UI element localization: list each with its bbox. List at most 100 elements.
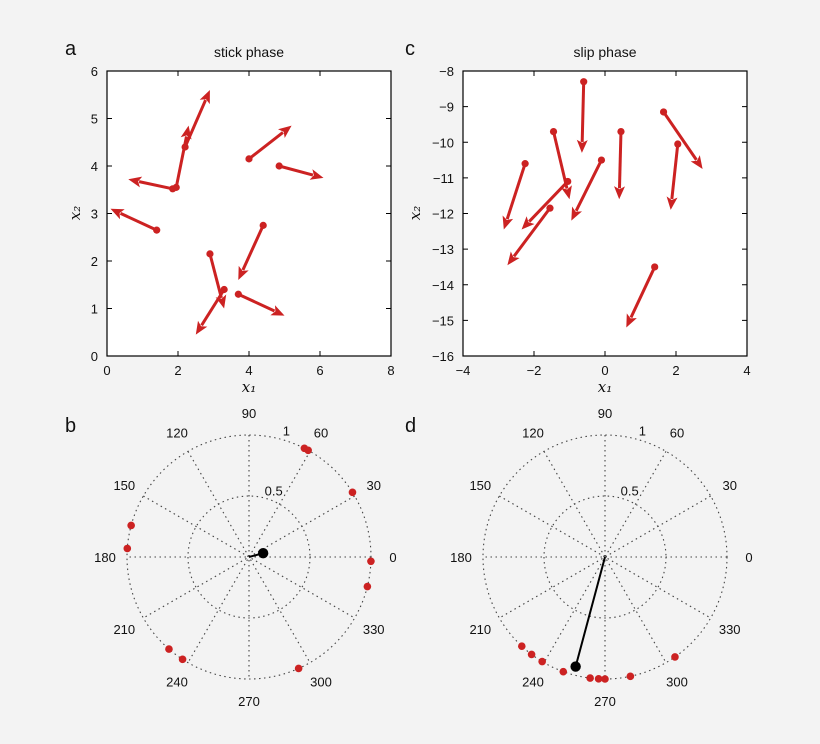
x-tick-label: 6 <box>316 363 323 378</box>
arrow-series <box>110 90 324 335</box>
x-tick-label: 2 <box>174 363 181 378</box>
arrow <box>666 140 682 210</box>
polar-point <box>559 667 568 676</box>
arrow-head <box>180 125 192 140</box>
arrow-head <box>195 320 208 335</box>
arrow <box>576 78 588 153</box>
y-tick-label: 5 <box>91 112 98 127</box>
angle-label: 30 <box>366 478 380 493</box>
y-tick-label: 0 <box>91 349 98 364</box>
arrow <box>275 162 324 180</box>
polar-point <box>165 645 173 653</box>
polar-labels: 0 30 60 90 120 150 180 210 240 270 300 330 0.5 1 <box>450 406 752 709</box>
polar-point <box>538 657 546 666</box>
arrow-shaft <box>174 136 188 188</box>
plot-frame <box>462 70 748 357</box>
y-tick-label: 6 <box>91 64 98 79</box>
arrow-head <box>309 169 324 180</box>
y-tick-label: −8 <box>439 64 454 79</box>
arrow-shaft <box>200 288 226 327</box>
arrow <box>128 176 177 193</box>
arrow-shaft <box>183 99 207 148</box>
y-tick-label: −12 <box>432 207 454 222</box>
arrow <box>626 263 659 328</box>
axis-ticks: 0 2 4 6 8 0 1 2 3 4 5 6 <box>91 64 395 378</box>
angle-label: 180 <box>94 550 116 565</box>
mean-vector-point <box>257 548 269 559</box>
angle-label: 330 <box>363 622 385 637</box>
arrow-shaft <box>528 180 569 223</box>
angle-label: 240 <box>522 675 544 690</box>
polar-spoke <box>499 495 711 619</box>
stick-phase-plot: stick phase x₁ x₂ 0 2 4 6 8 0 1 2 3 4 5 6 <box>66 44 395 396</box>
arrow-shaft <box>505 163 527 220</box>
angle-label: 120 <box>522 425 544 440</box>
arrow-shaft <box>248 131 284 161</box>
polar-point <box>123 544 132 553</box>
polar-spoke <box>143 495 355 619</box>
y-tick-label: 3 <box>91 207 98 222</box>
polar-point <box>594 675 603 683</box>
angle-label: 150 <box>113 478 135 493</box>
panel-label-b: b <box>65 415 76 437</box>
y-tick-label: 1 <box>91 302 98 317</box>
polar-points <box>123 444 375 673</box>
arrow-head <box>576 139 588 153</box>
angle-label: 240 <box>166 675 188 690</box>
arrow-origin-point <box>549 127 558 136</box>
y-tick-label: −15 <box>432 313 454 328</box>
arrow-origin-point <box>169 185 177 193</box>
arrow-head <box>238 265 249 280</box>
arrow-origin-point <box>564 177 572 186</box>
arrow-origin-point <box>674 140 682 148</box>
x-axis-label: x₁ <box>242 378 256 396</box>
arrow-origin-point <box>580 78 588 86</box>
panel-label-c: c <box>405 38 415 60</box>
angle-label: 300 <box>310 675 332 690</box>
x-tick-label: 2 <box>672 363 679 378</box>
polar-point <box>363 582 372 591</box>
arrow-shaft <box>574 159 603 212</box>
polar-spoke <box>499 495 711 619</box>
arrow <box>234 290 285 316</box>
axis-ticks: −4 −2 0 2 4 −16 −15 −14 −13 −12 −11 −10 −9 −8 <box>432 64 751 378</box>
plot-title: stick phase <box>214 44 284 60</box>
angle-label: 120 <box>166 425 188 440</box>
ring-label: 1 <box>283 424 290 439</box>
panel-label-a: a <box>65 38 77 60</box>
arrow <box>549 127 572 200</box>
polar-point <box>348 488 357 497</box>
ring-label: 0.5 <box>621 483 639 498</box>
x-tick-label: 8 <box>387 363 394 378</box>
arrow-head <box>502 215 514 230</box>
arrow-shaft <box>617 131 623 189</box>
arrow-origin-point <box>597 156 606 164</box>
y-tick-label: 4 <box>91 159 98 174</box>
arrow-shaft <box>241 224 265 271</box>
arrow <box>245 125 292 163</box>
arrow-head <box>614 186 625 200</box>
y-axis-label: x₂ <box>406 206 424 220</box>
arrow-head <box>521 216 535 230</box>
polar-spoke <box>543 451 667 663</box>
arrow-head <box>561 185 572 200</box>
angle-label: 330 <box>719 622 741 637</box>
polar-grid <box>126 434 372 680</box>
arrow-origin-point <box>259 221 267 229</box>
slip-phase-polar-plot: 0 30 60 90 120 150 180 210 240 270 300 330 0.5 1 <box>450 406 752 709</box>
y-tick-label: −16 <box>432 349 454 364</box>
arrow-head <box>128 176 143 188</box>
polar-point <box>367 557 375 566</box>
angle-label: 60 <box>670 425 684 440</box>
angle-label: 90 <box>242 406 256 421</box>
x-axis-label: x₁ <box>598 378 612 396</box>
polar-points <box>517 556 679 683</box>
arrow-head <box>690 155 703 169</box>
arrow-origin-point <box>234 290 242 298</box>
polar-point <box>294 664 303 673</box>
arrow <box>172 125 192 191</box>
arrow <box>521 177 572 230</box>
y-tick-label: 2 <box>91 254 98 269</box>
ring-label: 1 <box>639 424 646 439</box>
